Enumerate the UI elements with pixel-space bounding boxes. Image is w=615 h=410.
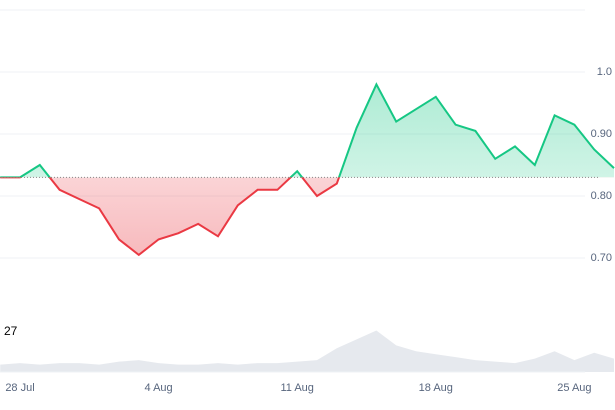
x-tick-label: 28 Jul <box>5 382 34 394</box>
y-tick-label: 0.80 <box>591 190 612 202</box>
x-tick-label: 11 Aug <box>280 382 313 394</box>
area-down <box>0 177 614 255</box>
y-tick-label: 0.90 <box>591 128 612 140</box>
y-tick-label: 0.70 <box>591 252 612 264</box>
volume-tick-label: 27 <box>4 324 18 338</box>
price-line-down <box>0 177 341 257</box>
x-tick-label: 4 Aug <box>145 382 173 394</box>
x-tick-label: 18 Aug <box>419 382 453 394</box>
price-line-up <box>0 82 615 178</box>
x-tick-label: 25 Aug <box>557 382 591 394</box>
volume-area <box>0 330 614 372</box>
y-tick-label: 1.0 <box>597 66 612 78</box>
area-up <box>20 84 614 178</box>
